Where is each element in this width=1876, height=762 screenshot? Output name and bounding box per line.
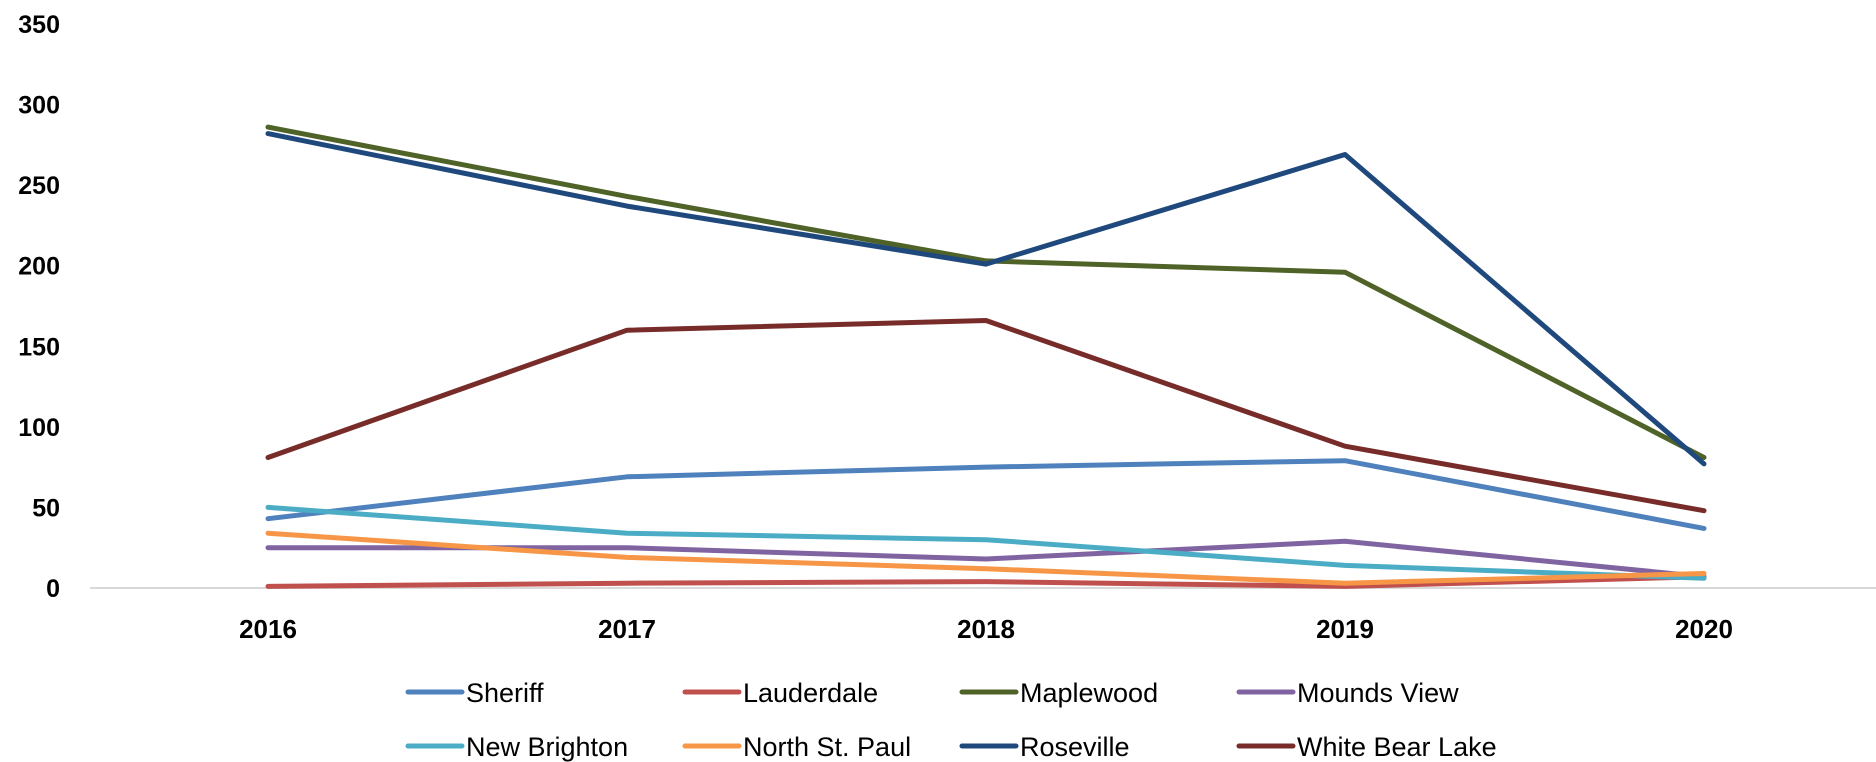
- legend-label: Mounds View: [1297, 678, 1459, 708]
- series-line-new-brighton: [265, 504, 1707, 581]
- series-line-maplewood: [265, 124, 1707, 460]
- y-axis: 0 50 100 150 200 250 300 350: [18, 11, 60, 603]
- legend-item-mounds-view: Mounds View: [1236, 678, 1459, 708]
- x-tick-label: 2018: [957, 614, 1015, 644]
- series-line-white-bear-lake: [265, 318, 1707, 514]
- x-tick-label: 2017: [598, 614, 656, 644]
- y-tick-label: 150: [18, 333, 60, 361]
- legend-label: North St. Paul: [743, 732, 911, 762]
- series-line-lauderdale: [265, 574, 1707, 589]
- legend-item-maplewood: Maplewood: [959, 678, 1158, 708]
- legend-item-new-brighton: New Brighton: [405, 732, 628, 762]
- series-line-north-st-paul: [265, 530, 1707, 586]
- y-tick-label: 50: [32, 494, 60, 522]
- series-line-roseville: [265, 131, 1707, 467]
- y-tick-label: 200: [18, 253, 60, 281]
- legend-item-lauderdale: Lauderdale: [682, 678, 878, 708]
- x-tick-label: 2016: [239, 614, 297, 644]
- legend-label: Roseville: [1020, 732, 1130, 762]
- legend-label: White Bear Lake: [1297, 732, 1497, 762]
- legend-label: Sheriff: [466, 678, 544, 708]
- y-tick-label: 350: [18, 11, 60, 39]
- legend: Sheriff Lauderdale Maplewood Mounds View New…: [405, 678, 1497, 762]
- legend-item-roseville: Roseville: [959, 732, 1130, 762]
- y-tick-label: 0: [46, 575, 60, 603]
- y-tick-label: 100: [18, 414, 60, 442]
- x-axis: 2016 2017 2018 2019 2020: [239, 614, 1733, 644]
- legend-item-sheriff: Sheriff: [405, 678, 544, 708]
- series-line-sheriff: [265, 458, 1707, 531]
- legend-item-white-bear-lake: White Bear Lake: [1236, 732, 1497, 762]
- legend-label: Lauderdale: [743, 678, 878, 708]
- legend-label: New Brighton: [466, 732, 628, 762]
- y-tick-label: 250: [18, 172, 60, 200]
- legend-item-north-st-paul: North St. Paul: [682, 732, 911, 762]
- plot-area: [265, 124, 1707, 589]
- x-tick-label: 2020: [1675, 614, 1733, 644]
- y-tick-label: 300: [18, 92, 60, 120]
- x-tick-label: 2019: [1316, 614, 1374, 644]
- legend-label: Maplewood: [1020, 678, 1158, 708]
